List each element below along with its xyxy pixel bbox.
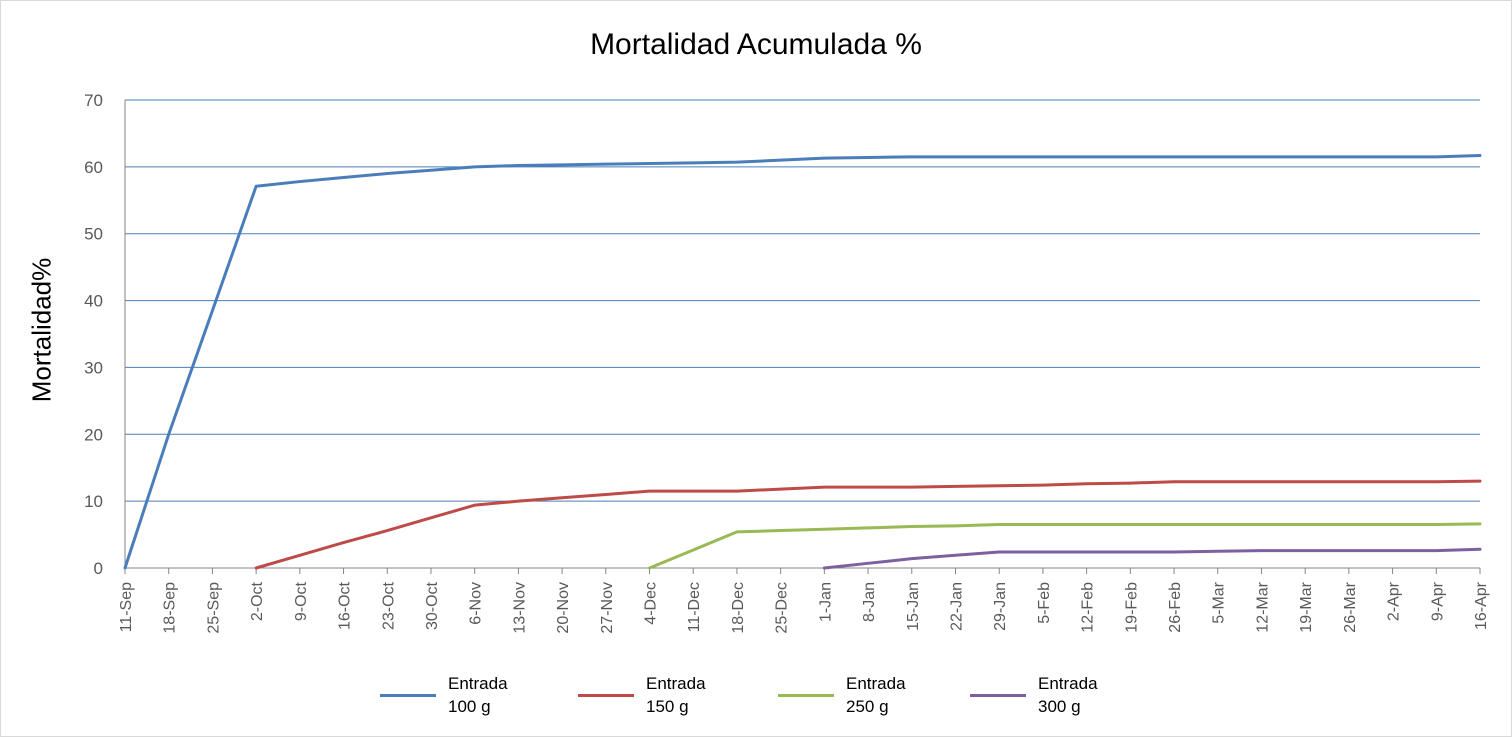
x-tick-label: 13-Nov: [511, 582, 528, 634]
x-tick-label: 27-Nov: [599, 582, 616, 634]
x-tick-label: 6-Nov: [468, 582, 485, 625]
series-line-2: [254, 479, 1482, 570]
series-line-4: [822, 547, 1482, 570]
legend-label: Entrada 100 g: [448, 672, 538, 718]
legend-label-line: 100 g: [448, 697, 491, 716]
legend-item: Entrada 300 g: [970, 672, 1128, 718]
x-tick-label: 18-Dec: [730, 582, 747, 634]
legend-label-line: Entrada: [846, 674, 906, 693]
legend-swatch: [578, 694, 634, 697]
legend-label-line: Entrada: [448, 674, 508, 693]
x-tick-label: 16-Oct: [337, 581, 354, 630]
x-tick-label: 4-Dec: [643, 582, 660, 625]
x-tick-label: 11-Sep: [118, 582, 135, 633]
x-tick-label: 29-Jan: [992, 582, 1009, 631]
series-line-1: [123, 153, 1482, 570]
legend-swatch: [778, 694, 834, 697]
legend: Entrada 100 g Entrada 150 g Entrada 250 g Entr…: [0, 672, 1512, 727]
legend-label: Entrada 250 g: [846, 672, 936, 718]
x-tick-label: 1-Jan: [817, 582, 834, 622]
x-tick-label: 22-Jan: [948, 582, 965, 631]
legend-swatch: [380, 694, 436, 697]
legend-label-line: 250 g: [846, 697, 889, 716]
x-tick-label: 25-Dec: [774, 582, 791, 634]
x-tick-label: 23-Oct: [380, 581, 397, 630]
x-tick-label: 26-Mar: [1342, 581, 1359, 632]
x-tick-label: 5-Feb: [1036, 582, 1053, 624]
y-tick-label: 60: [84, 158, 103, 177]
legend-label-line: Entrada: [1038, 674, 1098, 693]
legend-label: Entrada 300 g: [1038, 672, 1128, 718]
x-tick-label: 20-Nov: [555, 582, 572, 634]
chart-title: Mortalidad Acumulada %: [590, 28, 922, 61]
x-axis-ticks: 11-Sep 18-Sep 25-Sep 2-Oct 9-Oct 16-Oct 23-Oct…: [118, 568, 1490, 634]
y-tick-label: 40: [84, 292, 103, 311]
x-tick-label: 12-Mar: [1254, 581, 1271, 632]
series-lines: [123, 153, 1482, 570]
x-tick-label: 16-Apr: [1473, 581, 1490, 630]
x-tick-label: 18-Sep: [162, 582, 179, 634]
x-tick-label: 12-Feb: [1080, 582, 1097, 633]
y-tick-label: 30: [84, 358, 103, 377]
series-line-3: [648, 522, 1482, 570]
legend-item: Entrada 250 g: [778, 672, 936, 718]
legend-swatch: [970, 694, 1026, 697]
legend-label-line: Entrada: [646, 674, 706, 693]
x-tick-label: 2-Oct: [249, 581, 266, 621]
legend-item: Entrada 100 g: [380, 672, 538, 718]
x-tick-label: 15-Jan: [905, 582, 922, 631]
y-tick-label: 0: [94, 559, 103, 578]
y-axis-ticks: 0 10 20 30 40 50 60 70: [84, 91, 103, 578]
y-tick-label: 20: [84, 425, 103, 444]
x-tick-label: 19-Mar: [1298, 581, 1315, 632]
x-tick-label: 25-Sep: [205, 582, 222, 634]
legend-label-line: 300 g: [1038, 697, 1081, 716]
x-tick-label: 9-Apr: [1429, 581, 1446, 621]
x-tick-label: 11-Dec: [686, 582, 703, 632]
x-tick-label: 5-Mar: [1211, 581, 1228, 623]
x-tick-label: 30-Oct: [424, 581, 441, 630]
gridlines: [124, 99, 1480, 569]
x-tick-label: 19-Feb: [1123, 582, 1140, 633]
legend-label-line: 150 g: [646, 697, 689, 716]
x-tick-label: 9-Oct: [293, 581, 310, 621]
x-tick-label: 26-Feb: [1167, 582, 1184, 633]
y-tick-label: 50: [84, 225, 103, 244]
y-tick-label: 10: [84, 492, 103, 511]
x-tick-label: 8-Jan: [861, 582, 878, 622]
y-tick-label: 70: [84, 91, 103, 110]
legend-label: Entrada 150 g: [646, 672, 736, 718]
legend-item: Entrada 150 g: [578, 672, 736, 718]
x-tick-label: 2-Apr: [1386, 581, 1403, 621]
